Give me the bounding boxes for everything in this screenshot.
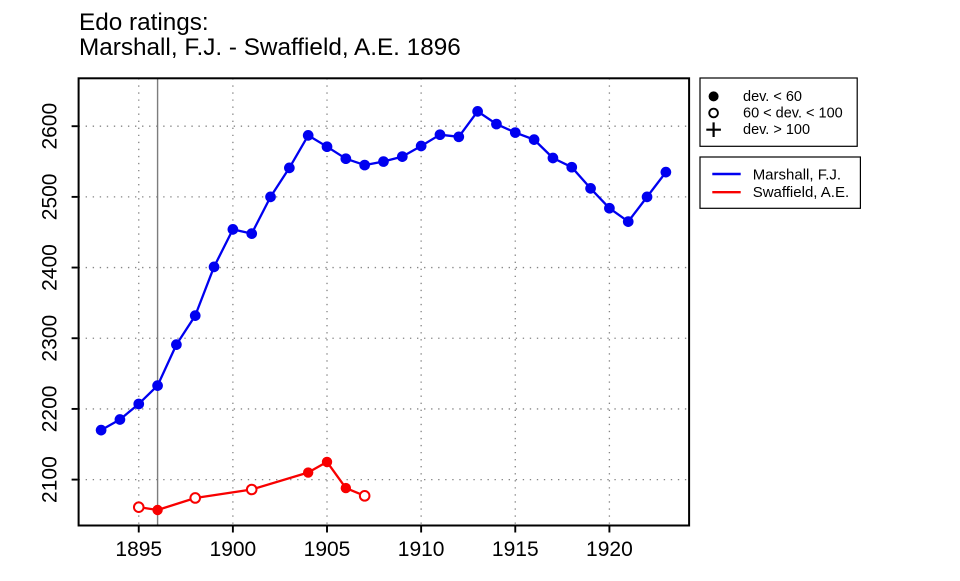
svg-text:1915: 1915 <box>492 538 539 561</box>
svg-text:Swaffield, A.E.: Swaffield, A.E. <box>753 184 849 201</box>
svg-text:1920: 1920 <box>586 538 633 561</box>
svg-text:Marshall, F.J. - Swaffield, A.: Marshall, F.J. - Swaffield, A.E. 1896 <box>79 34 461 61</box>
svg-text:60 < dev. < 100: 60 < dev. < 100 <box>743 106 843 122</box>
svg-text:2600: 2600 <box>39 103 62 150</box>
svg-text:Marshall, F.J.: Marshall, F.J. <box>753 166 841 183</box>
svg-text:2300: 2300 <box>39 315 62 362</box>
svg-text:2400: 2400 <box>39 244 62 291</box>
svg-text:1905: 1905 <box>304 538 351 561</box>
svg-text:Edo ratings:: Edo ratings: <box>79 9 209 36</box>
svg-text:1910: 1910 <box>398 538 445 561</box>
svg-text:dev. > 100: dev. > 100 <box>743 122 810 138</box>
svg-text:2100: 2100 <box>39 456 62 503</box>
svg-text:1895: 1895 <box>115 538 162 561</box>
svg-text:1900: 1900 <box>210 538 257 561</box>
svg-text:2500: 2500 <box>39 174 62 221</box>
svg-text:dev. < 60: dev. < 60 <box>743 89 802 105</box>
svg-text:2200: 2200 <box>39 386 62 433</box>
